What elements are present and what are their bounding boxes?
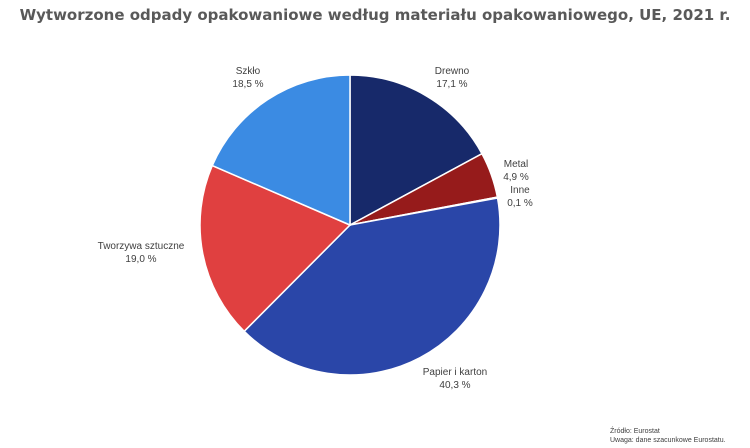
pie-slice-papier-i-karton	[243, 197, 501, 376]
source-line: Źródło: Eurostat	[610, 428, 660, 435]
slice-name-label: Papier i karton	[423, 367, 487, 378]
slice-name-label: Szkło	[236, 66, 261, 77]
slice-value-label: 17,1 %	[436, 79, 467, 90]
slice-value-label: 18,5 %	[232, 79, 263, 90]
slice-name-label: Metal	[504, 159, 528, 170]
slice-name-label: Drewno	[435, 66, 470, 77]
slice-value-label: 0,1 %	[507, 198, 533, 209]
note-line: Uwaga: dane szacunkowe Eurostatu.	[610, 437, 726, 444]
pie-slice-szkło	[211, 74, 351, 227]
slice-value-label: 4,9 %	[503, 172, 529, 183]
chart-title: Wytworzone odpady opakowaniowe według ma…	[19, 6, 731, 24]
slice-value-label: 40,3 %	[439, 380, 470, 391]
pie-slice-tworzywa-sztuczne	[199, 164, 352, 333]
slice-name-label: Inne	[510, 185, 530, 196]
pie-slice-drewno	[349, 74, 483, 227]
slice-value-label: 19,0 %	[125, 254, 156, 265]
source-note: Źródło: Eurostat Uwaga: dane szacunkowe …	[610, 427, 726, 445]
slice-name-label: Tworzywa sztuczne	[98, 241, 185, 252]
